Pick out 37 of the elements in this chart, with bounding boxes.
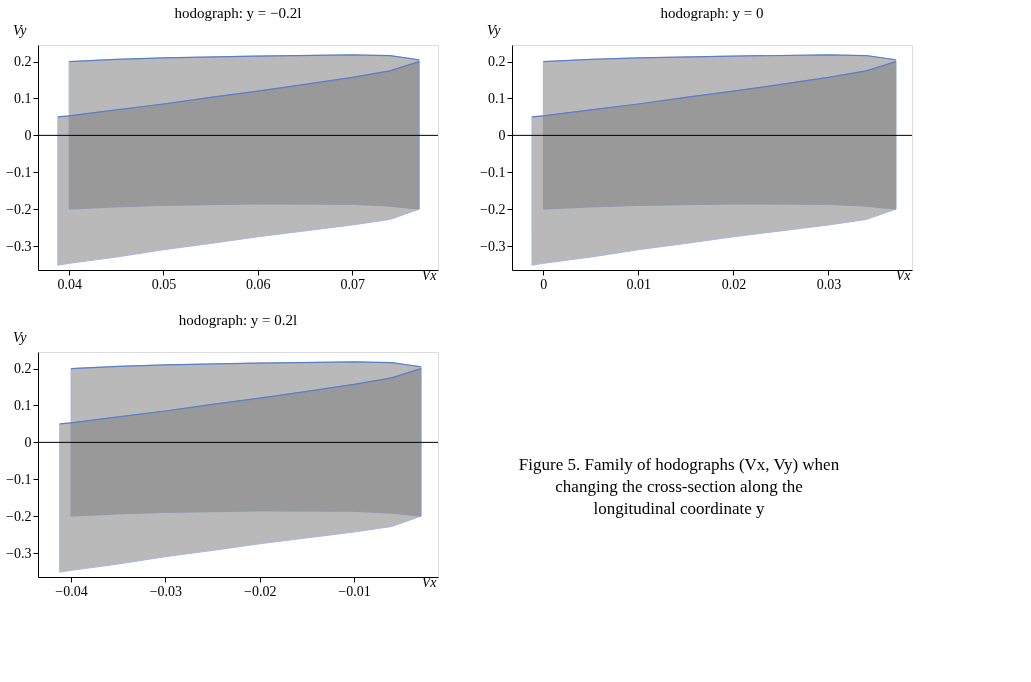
x-tick-label: −0.01 <box>338 583 371 599</box>
y-tick-label: −0.1 <box>6 471 32 487</box>
y-tick-label: 0.2 <box>14 361 32 377</box>
chart-title: hodograph: y = 0.2l <box>178 312 298 328</box>
y-tick-label: 0 <box>24 127 32 143</box>
y-tick-label: −0.2 <box>6 508 32 524</box>
y-tick-label: −0.3 <box>6 545 32 561</box>
y-tick-label: 0.1 <box>488 90 506 106</box>
y-axis-title: Vy <box>13 329 28 345</box>
x-tick-label: 0.05 <box>151 276 177 292</box>
x-tick-label: 0.04 <box>57 276 82 292</box>
x-tick-label: 0.02 <box>721 276 747 292</box>
x-tick-label: 0 <box>540 276 548 292</box>
y-tick-label: 0 <box>24 434 32 450</box>
y-tick-label: 0.1 <box>14 90 32 106</box>
x-tick-label: −0.04 <box>55 583 88 599</box>
y-axis-title: Vy <box>13 22 28 38</box>
x-tick-label: 0.03 <box>816 276 842 292</box>
y-axis-title: Vy <box>487 22 502 38</box>
caption: Figure 5. Family of hodographs (Vx, Vy) when changing the cross-section along the longitudinal coordinate y <box>518 454 840 518</box>
x-tick-label: −0.02 <box>243 583 277 599</box>
y-tick-label: 0.2 <box>488 54 506 70</box>
x-tick-label: −0.03 <box>149 583 183 599</box>
y-tick-label: −0.1 <box>480 164 506 180</box>
x-tick-label: 0.06 <box>246 276 271 292</box>
y-tick-label: 0 <box>498 127 506 143</box>
y-tick-label: −0.1 <box>6 164 32 180</box>
y-tick-label: −0.2 <box>480 201 506 217</box>
x-tick-label: 0.07 <box>340 276 365 292</box>
y-tick-label: −0.3 <box>6 238 32 254</box>
x-tick-label: 0.01 <box>626 276 652 292</box>
chart-title: hodograph: y = 0 <box>660 5 764 21</box>
y-tick-label: −0.2 <box>6 201 32 217</box>
y-tick-label: 0.2 <box>14 54 32 70</box>
y-tick-label: −0.3 <box>480 238 506 254</box>
chart-title: hodograph: y = −0.2l <box>174 5 302 21</box>
y-tick-label: 0.1 <box>14 397 32 413</box>
